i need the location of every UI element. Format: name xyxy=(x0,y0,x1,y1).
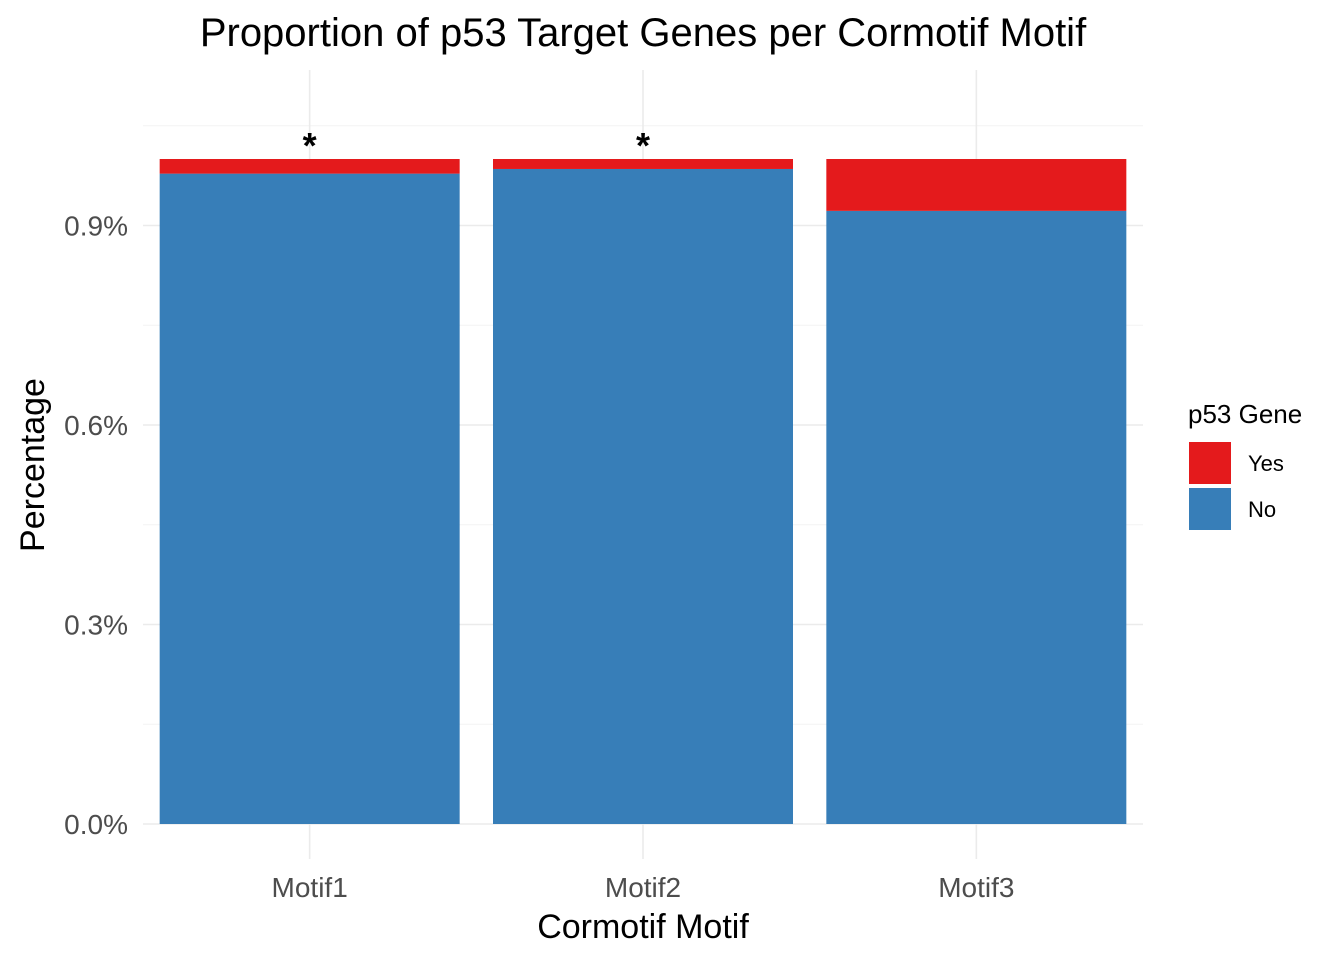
legend-title: p53 Gene xyxy=(1188,399,1302,429)
y-axis-ticks: 0.0% 0.3% 0.6% 0.9% xyxy=(64,211,128,841)
significance-star: * xyxy=(303,125,317,166)
significance-annotations: * * xyxy=(303,125,650,166)
legend: p53 Gene Yes No xyxy=(1188,399,1302,530)
bar-yes-motif2 xyxy=(493,159,793,169)
y-tick-label: 0.9% xyxy=(64,211,128,242)
bar-yes-motif1 xyxy=(159,159,460,174)
legend-label: No xyxy=(1248,497,1276,522)
y-tick-label: 0.6% xyxy=(64,410,128,441)
legend-key-yes xyxy=(1189,442,1231,484)
bars xyxy=(159,159,1127,825)
y-tick-label: 0.3% xyxy=(64,610,128,641)
significance-star: * xyxy=(636,125,650,166)
bar-no-motif2 xyxy=(493,168,793,825)
y-axis-title: Percentage xyxy=(14,378,52,552)
x-axis-title: Cormotif Motif xyxy=(537,908,749,946)
x-tick-label: Motif1 xyxy=(272,872,348,903)
bar-yes-motif3 xyxy=(826,159,1127,211)
legend-key-no xyxy=(1189,488,1231,530)
x-tick-label: Motif3 xyxy=(938,872,1014,903)
x-axis-ticks: Motif1 Motif2 Motif3 xyxy=(272,872,1015,903)
chart-title: Proportion of p53 Target Genes per Cormo… xyxy=(200,11,1087,55)
bar-no-motif3 xyxy=(826,210,1127,824)
y-tick-label: 0.0% xyxy=(64,809,128,840)
bar-no-motif1 xyxy=(159,173,460,824)
x-tick-label: Motif2 xyxy=(605,872,681,903)
legend-label: Yes xyxy=(1248,451,1284,476)
